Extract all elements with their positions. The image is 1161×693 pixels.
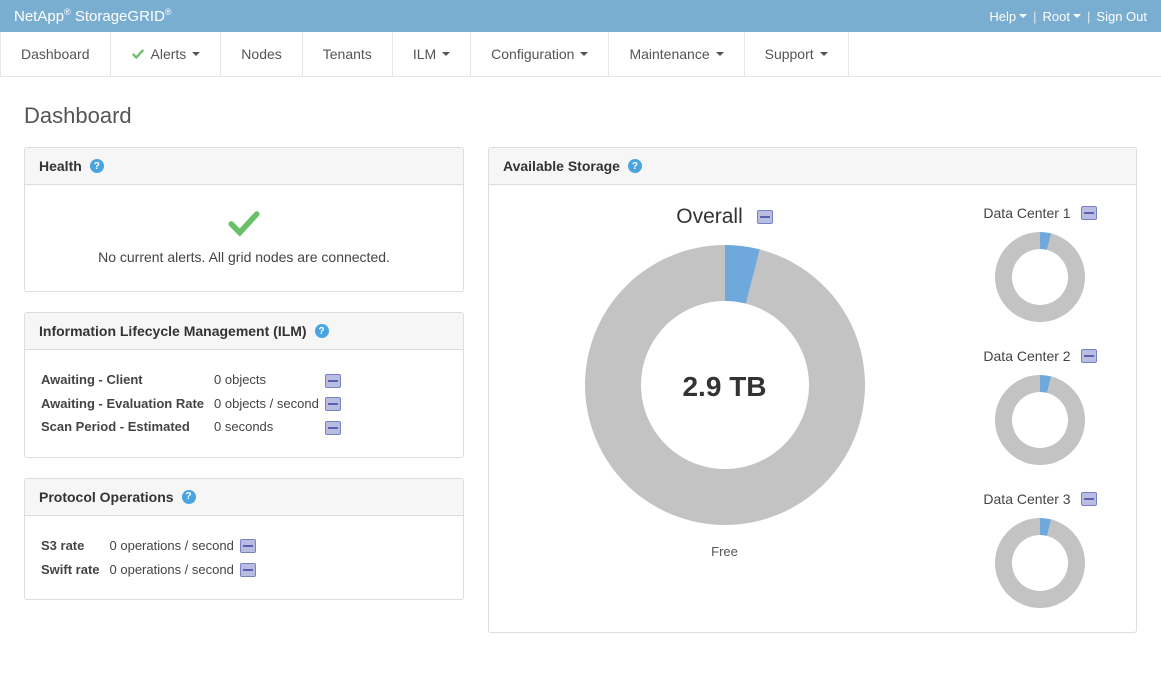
separator: |: [1087, 9, 1090, 24]
ilm-label: Awaiting - Client: [41, 368, 214, 392]
help-icon[interactable]: ?: [628, 159, 642, 173]
help-icon[interactable]: ?: [182, 490, 196, 504]
table-row: S3 rate 0 operations / second: [41, 534, 262, 558]
nav-maintenance[interactable]: Maintenance: [609, 32, 744, 76]
help-menu[interactable]: Help: [989, 9, 1027, 24]
panel-header-health: Health ?: [25, 148, 463, 185]
protocol-table: S3 rate 0 operations / second Swift rate…: [41, 534, 262, 581]
chart-icon[interactable]: [325, 374, 341, 388]
chart-icon[interactable]: [1081, 349, 1097, 363]
health-message: No current alerts. All grid nodes are co…: [41, 249, 447, 265]
storage-center-value: 2.9 TB: [682, 371, 766, 403]
chart-icon[interactable]: [1081, 206, 1097, 220]
protocol-panel: Protocol Operations ? S3 rate 0 operatio…: [24, 478, 464, 600]
nav-support[interactable]: Support: [745, 32, 849, 76]
ilm-table: Awaiting - Client 0 objects Awaiting - E…: [41, 368, 347, 439]
proto-label: Swift rate: [41, 557, 110, 581]
ilm-label: Scan Period - Estimated: [41, 415, 214, 439]
separator: |: [1033, 9, 1036, 24]
caret-icon: [192, 52, 200, 56]
dc-item: Data Center 2: [960, 348, 1120, 473]
ilm-panel: Information Lifecycle Management (ILM) ?…: [24, 312, 464, 458]
chart-icon[interactable]: [1081, 492, 1097, 506]
storage-panel: Available Storage ? Overall Used 2.9 TB …: [488, 147, 1137, 633]
overall-label: Overall: [676, 205, 743, 229]
dc-donut: [990, 370, 1090, 470]
chart-icon[interactable]: [325, 397, 341, 411]
dc-donut: [990, 513, 1090, 613]
dc-donut: [990, 227, 1090, 327]
nav-ilm[interactable]: ILM: [393, 32, 471, 76]
caret-icon: [1019, 14, 1027, 18]
caret-icon: [820, 52, 828, 56]
signout-link[interactable]: Sign Out: [1096, 9, 1147, 24]
navbar: Dashboard Alerts Nodes Tenants ILM Confi…: [0, 32, 1161, 77]
panel-header-ilm: Information Lifecycle Management (ILM) ?: [25, 313, 463, 350]
ilm-value: 0 seconds: [214, 415, 325, 439]
ilm-value: 0 objects / second: [214, 392, 325, 416]
table-row: Swift rate 0 operations / second: [41, 557, 262, 581]
overall-donut: 2.9 TB: [575, 235, 875, 538]
user-menu[interactable]: Root: [1043, 9, 1081, 24]
proto-value: 0 operations / second: [110, 534, 240, 558]
chart-icon[interactable]: [240, 563, 256, 577]
ilm-value: 0 objects: [214, 368, 325, 392]
checkmark-icon: [131, 47, 145, 61]
table-row: Scan Period - Estimated 0 seconds: [41, 415, 347, 439]
topbar: NetApp® StorageGRID® Help | Root | Sign …: [0, 0, 1161, 32]
panel-header-protocol: Protocol Operations ?: [25, 479, 463, 516]
ilm-label: Awaiting - Evaluation Rate: [41, 392, 214, 416]
topbar-right: Help | Root | Sign Out: [989, 9, 1147, 24]
nav-tenants[interactable]: Tenants: [303, 32, 393, 76]
caret-icon: [442, 52, 450, 56]
chart-icon[interactable]: [757, 210, 773, 224]
panel-header-storage: Available Storage ?: [489, 148, 1136, 185]
caret-icon: [1073, 14, 1081, 18]
table-row: Awaiting - Client 0 objects: [41, 368, 347, 392]
nav-alerts[interactable]: Alerts: [111, 32, 222, 76]
storage-overall: Overall Used 2.9 TB Free: [505, 205, 944, 616]
dc-name: Data Center 2: [983, 348, 1070, 364]
nav-configuration[interactable]: Configuration: [471, 32, 609, 76]
nav-nodes[interactable]: Nodes: [221, 32, 302, 76]
health-panel: Health ? No current alerts. All grid nod…: [24, 147, 464, 292]
checkmark-icon: [227, 207, 261, 241]
chart-icon[interactable]: [240, 539, 256, 553]
caret-icon: [580, 52, 588, 56]
free-label: Free: [505, 544, 944, 559]
help-icon[interactable]: ?: [315, 324, 329, 338]
proto-value: 0 operations / second: [110, 557, 240, 581]
dc-item: Data Center 3: [960, 491, 1120, 616]
page-title: Dashboard: [24, 103, 1161, 129]
chart-icon[interactable]: [325, 421, 341, 435]
table-row: Awaiting - Evaluation Rate 0 objects / s…: [41, 392, 347, 416]
help-icon[interactable]: ?: [90, 159, 104, 173]
dc-name: Data Center 1: [983, 205, 1070, 221]
dc-item: Data Center 1: [960, 205, 1120, 330]
brand: NetApp® StorageGRID®: [14, 7, 172, 25]
caret-icon: [716, 52, 724, 56]
dc-name: Data Center 3: [983, 491, 1070, 507]
nav-dashboard[interactable]: Dashboard: [0, 32, 111, 76]
dc-column: Data Center 1 Data Center 2 Data Center …: [960, 205, 1120, 616]
proto-label: S3 rate: [41, 534, 110, 558]
